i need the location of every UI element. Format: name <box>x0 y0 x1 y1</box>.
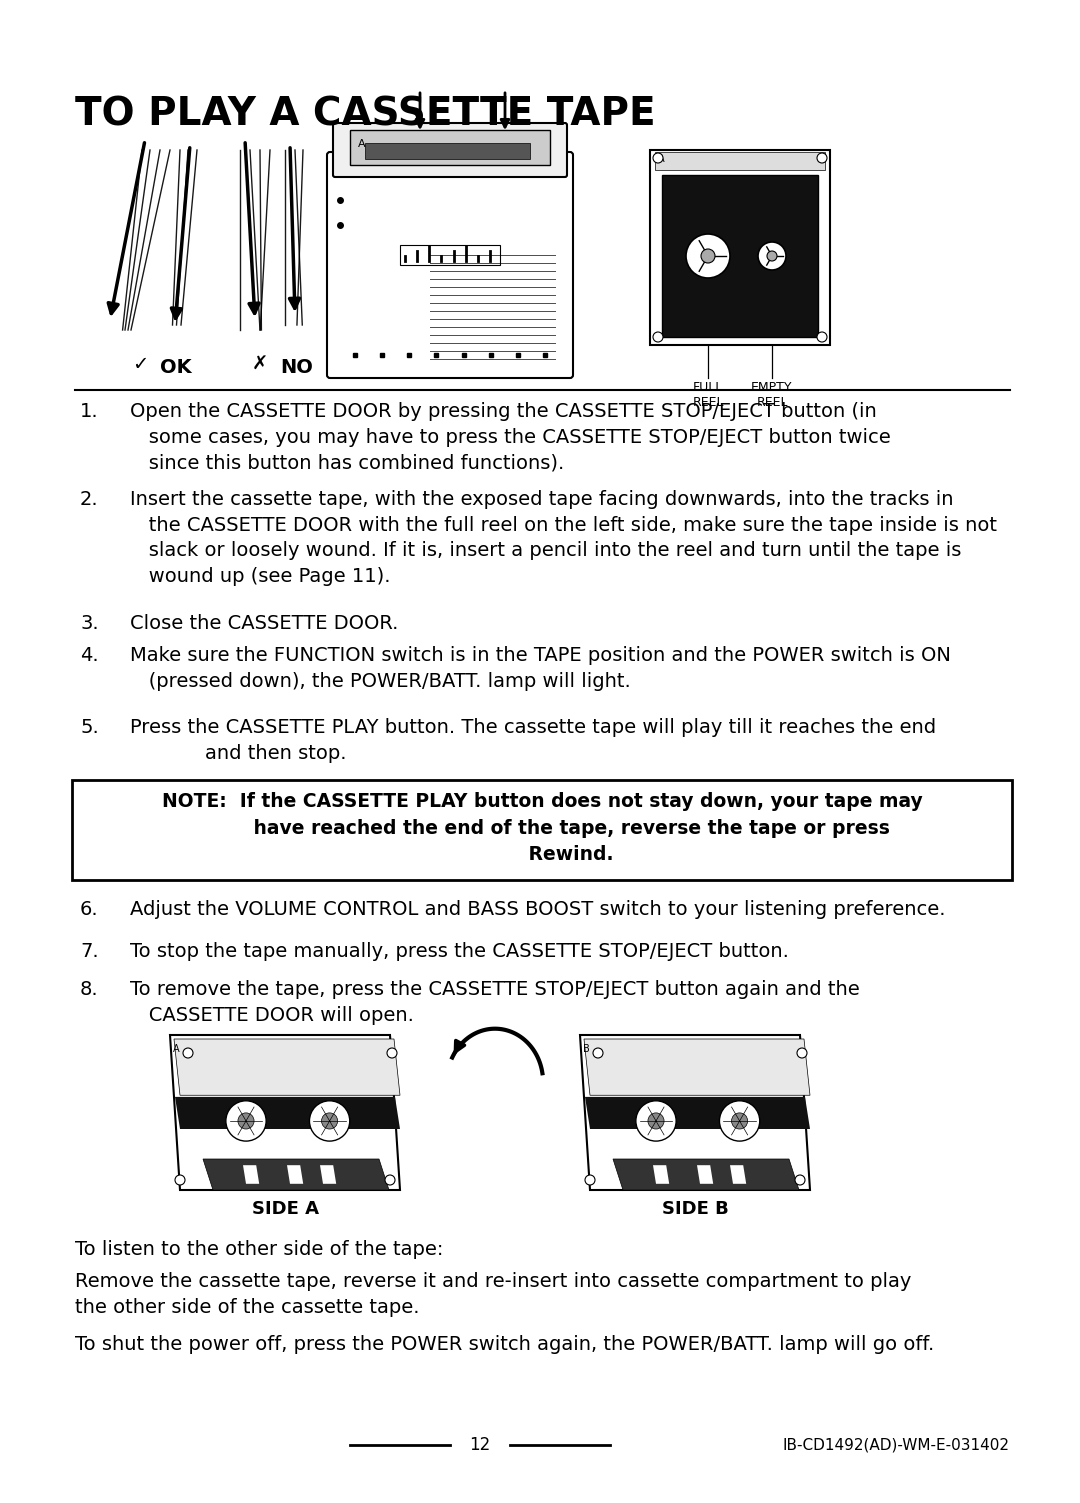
Text: IB-CD1492(AD)-WM-E-031402: IB-CD1492(AD)-WM-E-031402 <box>783 1437 1010 1452</box>
FancyBboxPatch shape <box>333 123 567 177</box>
Text: OK: OK <box>160 358 191 377</box>
Polygon shape <box>320 1165 336 1184</box>
Circle shape <box>384 1175 395 1184</box>
Text: 1.: 1. <box>80 401 98 421</box>
Text: TO PLAY A CASSETTE TAPE: TO PLAY A CASSETTE TAPE <box>75 95 656 132</box>
Circle shape <box>816 153 827 162</box>
Text: A: A <box>658 153 664 164</box>
Polygon shape <box>287 1165 303 1184</box>
Polygon shape <box>697 1165 713 1184</box>
Text: To listen to the other side of the tape:: To listen to the other side of the tape: <box>75 1240 444 1260</box>
Circle shape <box>797 1048 807 1058</box>
Text: 8.: 8. <box>80 980 98 999</box>
Text: 4.: 4. <box>80 646 98 664</box>
Text: ✗: ✗ <box>252 355 268 374</box>
Circle shape <box>767 251 777 262</box>
Text: FULL
REEL: FULL REEL <box>692 380 724 409</box>
Text: Close the CASSETTE DOOR.: Close the CASSETTE DOOR. <box>130 615 399 633</box>
Circle shape <box>795 1175 805 1184</box>
Polygon shape <box>580 1036 810 1190</box>
Polygon shape <box>170 1036 400 1190</box>
Circle shape <box>758 242 786 271</box>
Text: To shut the power off, press the POWER switch again, the POWER/BATT. lamp will g: To shut the power off, press the POWER s… <box>75 1335 934 1354</box>
Bar <box>72 780 1012 879</box>
Text: SIDE B: SIDE B <box>662 1199 728 1217</box>
Text: A: A <box>173 1045 179 1054</box>
Text: 3.: 3. <box>80 615 98 633</box>
Polygon shape <box>730 1165 746 1184</box>
Text: 7.: 7. <box>80 942 98 960</box>
Text: EMPTY
REEL: EMPTY REEL <box>752 380 793 409</box>
Text: Adjust the VOLUME CONTROL and BASS BOOST switch to your listening preference.: Adjust the VOLUME CONTROL and BASS BOOST… <box>130 900 945 918</box>
Text: Open the CASSETTE DOOR by pressing the CASSETTE STOP/EJECT button (in
   some ca: Open the CASSETTE DOOR by pressing the C… <box>130 401 891 472</box>
Polygon shape <box>653 1165 670 1184</box>
Circle shape <box>175 1175 185 1184</box>
Bar <box>350 129 550 165</box>
Circle shape <box>816 332 827 343</box>
Text: 2.: 2. <box>80 490 98 510</box>
Text: 12: 12 <box>470 1435 490 1453</box>
Text: Insert the cassette tape, with the exposed tape facing downwards, into the track: Insert the cassette tape, with the expos… <box>130 490 997 586</box>
FancyBboxPatch shape <box>327 152 573 377</box>
Text: To remove the tape, press the CASSETTE STOP/EJECT button again and the
   CASSET: To remove the tape, press the CASSETTE S… <box>130 980 860 1025</box>
Circle shape <box>387 1048 397 1058</box>
Polygon shape <box>613 1159 799 1190</box>
Text: SIDE A: SIDE A <box>252 1199 319 1217</box>
Text: NOTE:  If the CASSETTE PLAY button does not stay down, your tape may
         ha: NOTE: If the CASSETTE PLAY button does n… <box>162 792 922 864</box>
Text: A: A <box>357 138 366 149</box>
Text: B: B <box>583 1045 590 1054</box>
Circle shape <box>701 249 715 263</box>
Circle shape <box>593 1048 603 1058</box>
Text: NO: NO <box>280 358 313 377</box>
Polygon shape <box>203 1159 389 1190</box>
Text: Press the CASSETTE PLAY button. The cassette tape will play till it reaches the : Press the CASSETTE PLAY button. The cass… <box>130 718 936 762</box>
Circle shape <box>719 1100 759 1141</box>
Circle shape <box>636 1100 676 1141</box>
Circle shape <box>183 1048 193 1058</box>
Polygon shape <box>584 1039 810 1096</box>
Text: 6.: 6. <box>80 900 98 918</box>
Polygon shape <box>243 1165 259 1184</box>
Circle shape <box>653 153 663 162</box>
Circle shape <box>653 332 663 343</box>
Circle shape <box>686 234 730 278</box>
Circle shape <box>648 1112 664 1129</box>
Bar <box>650 150 831 346</box>
Circle shape <box>731 1112 747 1129</box>
Circle shape <box>322 1112 338 1129</box>
Polygon shape <box>174 1039 400 1096</box>
Polygon shape <box>585 1097 810 1129</box>
Text: Make sure the FUNCTION switch is in the TAPE position and the POWER switch is ON: Make sure the FUNCTION switch is in the … <box>130 646 950 691</box>
Circle shape <box>226 1100 266 1141</box>
Bar <box>654 152 825 170</box>
Text: Remove the cassette tape, reverse it and re-insert into cassette compartment to : Remove the cassette tape, reverse it and… <box>75 1272 912 1317</box>
Bar <box>400 245 500 265</box>
Text: To stop the tape manually, press the CASSETTE STOP/EJECT button.: To stop the tape manually, press the CAS… <box>130 942 788 960</box>
Polygon shape <box>175 1097 400 1129</box>
Text: 5.: 5. <box>80 718 98 736</box>
Bar <box>365 143 530 159</box>
Circle shape <box>310 1100 350 1141</box>
Circle shape <box>585 1175 595 1184</box>
Text: ✓: ✓ <box>132 355 148 374</box>
Circle shape <box>238 1112 254 1129</box>
Bar <box>662 174 818 337</box>
